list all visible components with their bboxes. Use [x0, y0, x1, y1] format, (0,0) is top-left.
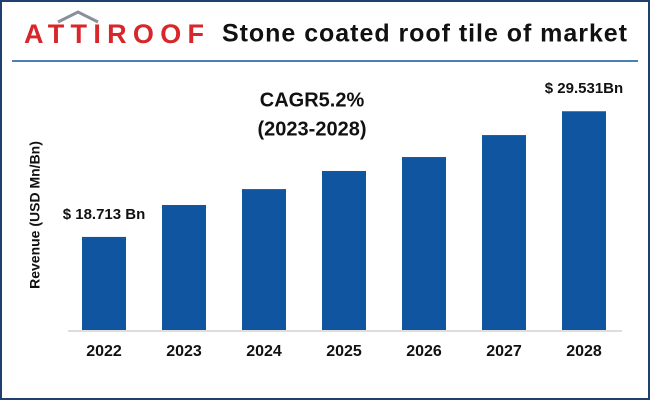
x-tick-label: 2027	[486, 343, 522, 360]
chart-title: Stone coated roof tile of market	[222, 20, 628, 48]
bar	[322, 170, 366, 330]
bar	[162, 205, 206, 330]
x-tick-label: 2022	[86, 343, 122, 360]
x-tick-label: 2024	[246, 343, 282, 360]
y-axis-label: Revenue (USD Mn/Bn)	[27, 141, 43, 289]
x-tick-label: 2025	[326, 343, 362, 360]
bar	[562, 111, 606, 330]
bar	[242, 189, 286, 330]
x-tick-label: 2028	[566, 343, 602, 360]
bar	[482, 135, 526, 330]
annotation-period: (2023-2028)	[258, 118, 367, 140]
logo-roof	[57, 10, 99, 24]
value-label: $ 29.531Bn	[545, 80, 623, 97]
x-tick-label: 2026	[406, 343, 442, 360]
x-tick-label: 2023	[166, 343, 202, 360]
value-label: $ 18.713 Bn	[63, 206, 146, 223]
logo: ATTIROOF	[24, 19, 204, 49]
bar	[82, 236, 126, 330]
annotation: CAGR5.2%	[260, 89, 365, 111]
bar	[402, 157, 446, 330]
